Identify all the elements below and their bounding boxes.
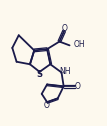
- Text: O: O: [44, 101, 49, 110]
- Text: S: S: [37, 70, 43, 80]
- Text: OH: OH: [74, 40, 85, 49]
- Text: NH: NH: [59, 67, 71, 76]
- Text: O: O: [74, 82, 80, 91]
- Text: O: O: [62, 24, 68, 33]
